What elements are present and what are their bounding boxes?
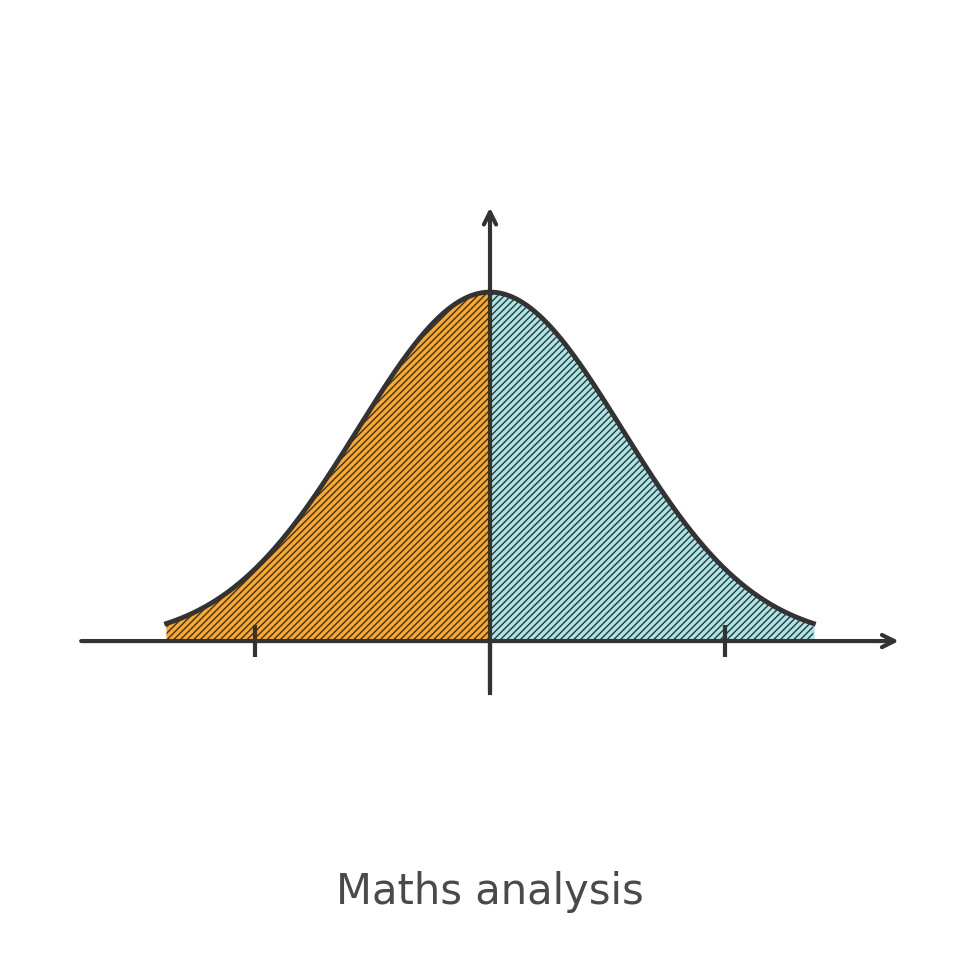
Text: Maths analysis: Maths analysis — [336, 871, 644, 912]
